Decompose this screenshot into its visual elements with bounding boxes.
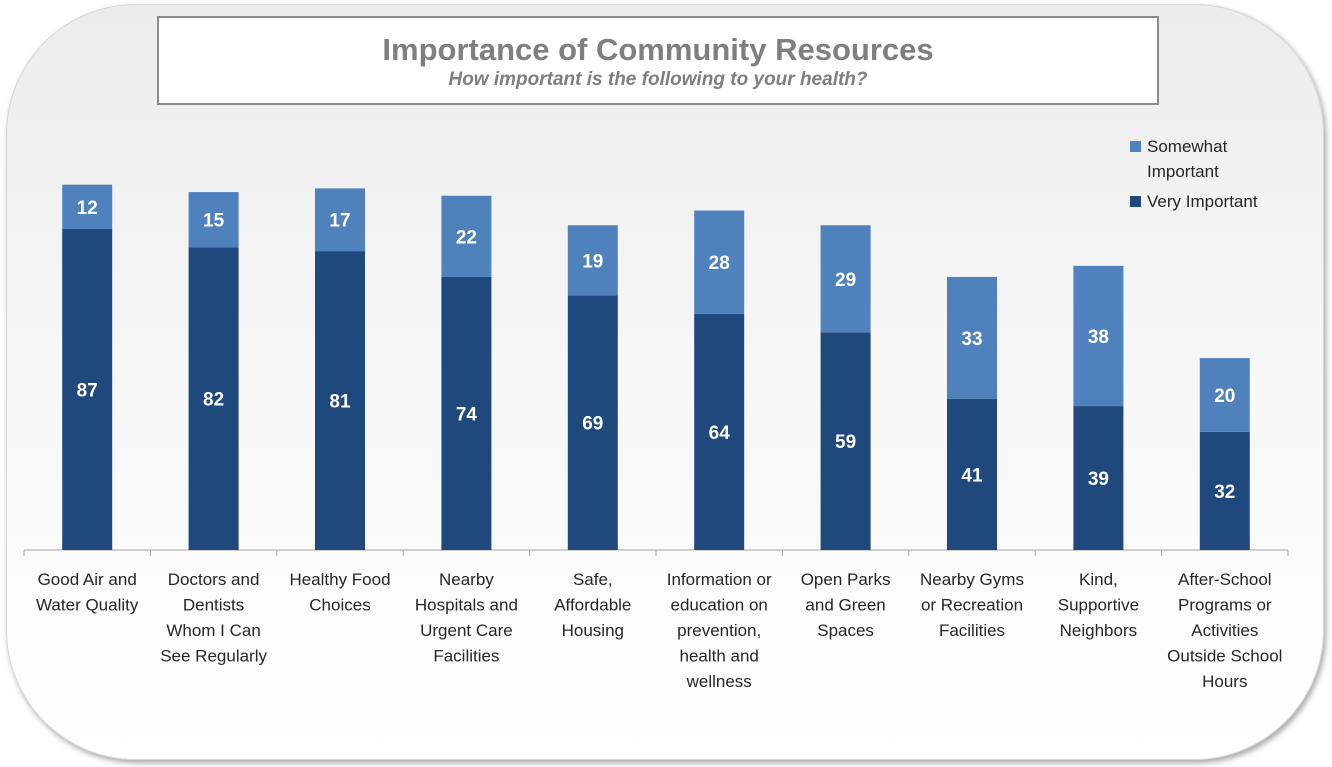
- bar-very-important: [1073, 406, 1124, 550]
- x-tick-label-line: Neighbors: [1060, 621, 1138, 640]
- legend-label-very-important: Very Important: [1147, 192, 1258, 211]
- title-box: Importance of Community Resources How im…: [157, 16, 1159, 105]
- x-tick-label: Healthy Food Choices: [289, 570, 390, 615]
- data-label-somewhat-important: 15: [203, 211, 225, 232]
- bar-somewhat-important: [62, 184, 113, 229]
- data-label-very-important: 59: [835, 432, 856, 453]
- x-tick-label-line: Affordable: [554, 596, 631, 615]
- data-label-very-important: 32: [1214, 482, 1235, 503]
- x-tick-label-line: Urgent Care: [420, 621, 513, 640]
- x-tick-label-line: Good Air and: [38, 570, 137, 589]
- x-tick-label-line: health and: [679, 647, 758, 666]
- bar-very-important: [441, 276, 492, 550]
- x-tick-label-line: education on: [671, 596, 768, 615]
- bar-somewhat-important: [820, 225, 871, 333]
- x-tick-label-line: Programs or: [1178, 596, 1272, 615]
- bar-somewhat-important: [315, 188, 365, 252]
- x-tick-label-line: or Recreation: [921, 596, 1023, 615]
- bar-somewhat-important: [947, 276, 997, 399]
- data-label-somewhat-important: 17: [329, 211, 350, 232]
- data-label-somewhat-important: 20: [1214, 386, 1235, 407]
- bar-very-important: [567, 295, 618, 550]
- x-tick-label-line: Open Parks: [801, 570, 891, 589]
- chart-subtitle: How important is the following to your h…: [448, 69, 868, 90]
- data-label-very-important: 82: [203, 390, 224, 411]
- bar-somewhat-important: [188, 192, 239, 248]
- x-tick-label-line: Nearby Gyms: [920, 570, 1024, 589]
- x-tick-label-line: Doctors and: [168, 570, 260, 589]
- legend-swatch-somewhat-important: [1130, 141, 1141, 152]
- x-tick-label-line: Kind,: [1079, 570, 1118, 589]
- bar-somewhat-important: [441, 195, 492, 277]
- data-label-very-important: 81: [329, 392, 351, 413]
- bar-very-important: [1199, 431, 1250, 550]
- data-label-somewhat-important: 29: [835, 270, 856, 291]
- data-label-very-important: 87: [77, 380, 98, 401]
- bar-very-important: [62, 228, 113, 550]
- x-tick-label: Information or education on prevention, hea…: [667, 570, 772, 691]
- bar-somewhat-important: [1199, 358, 1250, 432]
- bar-very-important: [188, 247, 239, 551]
- bar-somewhat-important: [567, 225, 618, 296]
- x-tick-label-line: Choices: [309, 596, 370, 615]
- x-tick-label-line: wellness: [686, 672, 752, 691]
- bar-very-important: [947, 398, 997, 550]
- x-tick-label-line: Housing: [562, 621, 624, 640]
- bar-somewhat-important: [694, 210, 745, 314]
- x-tick-label-line: After-School: [1178, 570, 1272, 589]
- x-tick-label-line: prevention,: [677, 621, 761, 640]
- x-tick-label-line: Whom I Can: [166, 621, 260, 640]
- x-tick-label-line: Facilities: [433, 647, 499, 666]
- x-tick-label-line: Hours: [1202, 672, 1247, 691]
- x-tick-label-line: Outside School: [1167, 647, 1282, 666]
- legend-item-somewhat-important: Somewhat Important: [1130, 134, 1300, 184]
- x-tick-label-line: Supportive: [1058, 596, 1139, 615]
- x-tick-label-line: See Regularly: [160, 647, 267, 666]
- x-tick-label-line: Spaces: [817, 621, 874, 640]
- data-label-very-important: 41: [961, 465, 983, 486]
- x-tick-label: Safe, Affordable Housing: [554, 570, 631, 640]
- data-label-somewhat-important: 12: [77, 198, 98, 219]
- x-tick-label: Kind, Supportive Neighbors: [1058, 570, 1139, 640]
- x-tick-label: Doctors and Dentists Whom I Can See Regular…: [160, 570, 267, 666]
- legend: Somewhat Important Very Important: [1130, 134, 1300, 214]
- x-tick-label-line: Activities: [1191, 621, 1258, 640]
- chart-title: Importance of Community Resources: [382, 32, 934, 67]
- bar-very-important: [694, 313, 745, 550]
- data-label-very-important: 64: [709, 423, 731, 444]
- data-label-very-important: 39: [1088, 469, 1109, 490]
- x-tick-label-line: and Green: [805, 596, 885, 615]
- x-tick-label: Nearby Hospitals and Urgent Care Facilities: [415, 570, 518, 666]
- x-tick-label: Nearby Gyms or Recreation Facilities: [920, 570, 1024, 640]
- data-label-somewhat-important: 22: [456, 227, 477, 248]
- x-tick-label-line: Safe,: [573, 570, 613, 589]
- data-label-somewhat-important: 38: [1088, 327, 1109, 348]
- bar-very-important: [820, 332, 871, 550]
- legend-item-very-important: Very Important: [1130, 189, 1300, 214]
- x-tick-label-line: Facilities: [939, 621, 1005, 640]
- data-label-somewhat-important: 19: [582, 251, 603, 272]
- x-tick-label-line: Water Quality: [36, 596, 139, 615]
- data-label-somewhat-important: 33: [961, 329, 982, 350]
- bar-somewhat-important: [1073, 265, 1124, 407]
- data-label-somewhat-important: 28: [709, 253, 730, 274]
- x-tick-label: After-School Programs or Activities Outside…: [1167, 570, 1282, 691]
- x-tick-label-line: Information or: [667, 570, 772, 589]
- legend-swatch-very-important: [1130, 196, 1141, 207]
- x-tick-label: Good Air and Water Quality: [36, 570, 139, 615]
- legend-label-somewhat-important-line2: Important: [1147, 162, 1219, 181]
- x-tick-label: Open Parks and Green Spaces: [801, 570, 891, 640]
- x-tick-label-line: Dentists: [183, 596, 244, 615]
- x-tick-label-line: Hospitals and: [415, 596, 518, 615]
- bar-very-important: [315, 251, 365, 551]
- x-tick-label-line: Nearby: [439, 570, 494, 589]
- data-label-very-important: 74: [456, 404, 478, 425]
- legend-label-somewhat-important-line1: Somewhat: [1147, 137, 1228, 156]
- data-label-very-important: 69: [582, 414, 603, 435]
- x-tick-label-line: Healthy Food: [289, 570, 390, 589]
